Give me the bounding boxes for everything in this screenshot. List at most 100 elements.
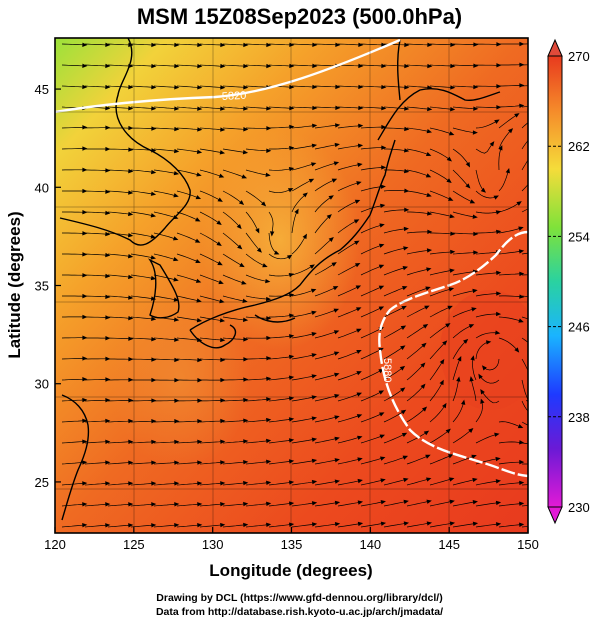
streamline-arrowhead bbox=[289, 84, 295, 90]
streamline bbox=[452, 358, 461, 381]
streamline-arrowhead bbox=[236, 223, 242, 230]
streamline bbox=[130, 169, 154, 173]
streamline bbox=[199, 441, 223, 444]
streamline-arrowhead bbox=[495, 456, 501, 462]
streamline-arrowhead bbox=[496, 42, 502, 47]
streamline-arrowhead bbox=[334, 142, 340, 148]
streamline-arrowhead bbox=[174, 439, 180, 445]
streamline-arrowhead bbox=[355, 285, 362, 290]
streamline-arrowhead bbox=[82, 481, 88, 486]
streamline bbox=[153, 274, 176, 281]
streamline-arrowhead bbox=[358, 63, 364, 69]
streamline bbox=[245, 461, 269, 465]
streamline-arrowhead bbox=[220, 481, 226, 486]
streamline-arrowhead bbox=[242, 317, 249, 323]
streamline bbox=[199, 461, 223, 465]
streamline-arrowhead bbox=[481, 365, 487, 371]
streamline-arrowhead bbox=[218, 173, 225, 178]
streamline bbox=[475, 341, 489, 360]
streamline-arrowhead bbox=[173, 170, 180, 176]
streamline-arrowhead bbox=[174, 63, 180, 69]
streamline bbox=[429, 127, 452, 135]
streamline bbox=[84, 274, 108, 277]
streamline-arrowhead bbox=[243, 480, 249, 486]
streamline bbox=[521, 184, 528, 192]
streamline bbox=[429, 324, 449, 339]
streamline bbox=[521, 106, 528, 108]
streamline-arrowhead bbox=[82, 125, 88, 130]
streamline bbox=[429, 501, 452, 507]
streamline bbox=[176, 106, 200, 110]
streamline bbox=[222, 43, 246, 46]
streamline bbox=[452, 169, 469, 187]
streamline-arrowhead bbox=[470, 355, 475, 361]
streamline-arrowhead bbox=[472, 130, 478, 135]
streamline-arrowhead bbox=[128, 336, 134, 341]
streamline bbox=[268, 356, 292, 360]
streamline bbox=[452, 402, 464, 423]
streamline bbox=[337, 372, 360, 381]
streamline-arrowhead bbox=[333, 308, 340, 313]
streamline bbox=[337, 43, 361, 46]
streamline bbox=[383, 190, 407, 192]
streamline-arrowhead bbox=[542, 462, 547, 466]
streamline bbox=[383, 367, 403, 381]
streamline-arrowhead bbox=[332, 286, 339, 291]
streamline-arrowhead bbox=[404, 126, 410, 132]
streamline-arrowhead bbox=[427, 42, 433, 48]
streamline bbox=[107, 462, 131, 465]
streamline-arrowhead bbox=[519, 480, 525, 486]
streamline-arrowhead bbox=[425, 454, 431, 459]
streamline-arrowhead bbox=[128, 377, 134, 382]
streamline-arrowhead bbox=[333, 330, 340, 335]
streamline bbox=[245, 211, 259, 231]
streamline bbox=[314, 263, 335, 276]
streamline bbox=[521, 85, 528, 87]
streamline bbox=[498, 503, 522, 507]
streamline-arrowhead bbox=[105, 125, 111, 130]
streamline bbox=[268, 253, 290, 260]
streamline bbox=[452, 501, 476, 507]
streamline-arrowhead bbox=[378, 264, 385, 269]
streamline bbox=[153, 253, 176, 261]
streamline bbox=[107, 337, 131, 340]
streamline bbox=[383, 411, 404, 423]
streamline-arrowhead bbox=[357, 143, 364, 148]
streamline-arrowhead bbox=[82, 252, 88, 257]
contour-line-north bbox=[55, 38, 401, 114]
streamline bbox=[406, 268, 429, 276]
x-tick-label: 120 bbox=[44, 537, 66, 552]
streamline bbox=[61, 441, 85, 444]
streamline-arrowhead bbox=[311, 437, 318, 442]
streamline-arrowhead bbox=[334, 522, 341, 527]
streamline bbox=[498, 105, 522, 108]
streamline-arrowhead bbox=[266, 335, 272, 341]
streamline-arrowhead bbox=[289, 145, 295, 151]
streamline bbox=[176, 420, 200, 423]
streamline bbox=[337, 393, 360, 402]
streamline bbox=[199, 337, 223, 341]
streamline-arrowhead bbox=[311, 479, 318, 485]
streamline-arrowhead bbox=[128, 84, 134, 90]
streamline bbox=[291, 354, 315, 360]
streamline bbox=[291, 194, 306, 213]
streamline bbox=[130, 503, 154, 507]
streamline bbox=[337, 329, 360, 339]
chart-title: MSM 15Z08Sep2023 (500.0hPa) bbox=[136, 4, 463, 29]
streamline bbox=[406, 190, 429, 196]
streamline bbox=[107, 400, 131, 402]
streamline-arrowhead bbox=[450, 106, 456, 112]
streamline-arrowhead bbox=[174, 398, 180, 403]
streamline-arrowhead bbox=[334, 479, 341, 484]
streamline-arrowhead bbox=[197, 418, 203, 424]
streamline-arrowhead bbox=[262, 263, 268, 268]
streamline-arrowhead bbox=[105, 210, 111, 216]
streamline-arrowhead bbox=[82, 63, 88, 69]
streamline bbox=[222, 295, 245, 302]
streamline-arrowhead bbox=[220, 501, 226, 507]
streamline bbox=[314, 238, 332, 255]
streamline bbox=[199, 85, 223, 88]
streamline bbox=[291, 236, 306, 255]
streamline bbox=[360, 265, 382, 276]
streamline-arrowhead bbox=[82, 231, 88, 236]
